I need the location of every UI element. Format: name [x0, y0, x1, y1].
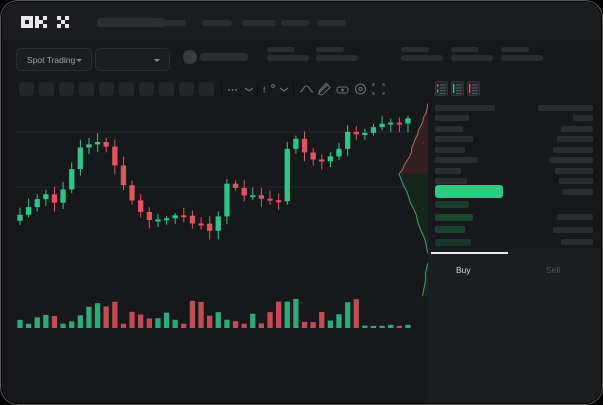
svg-text:f: f [263, 85, 266, 95]
